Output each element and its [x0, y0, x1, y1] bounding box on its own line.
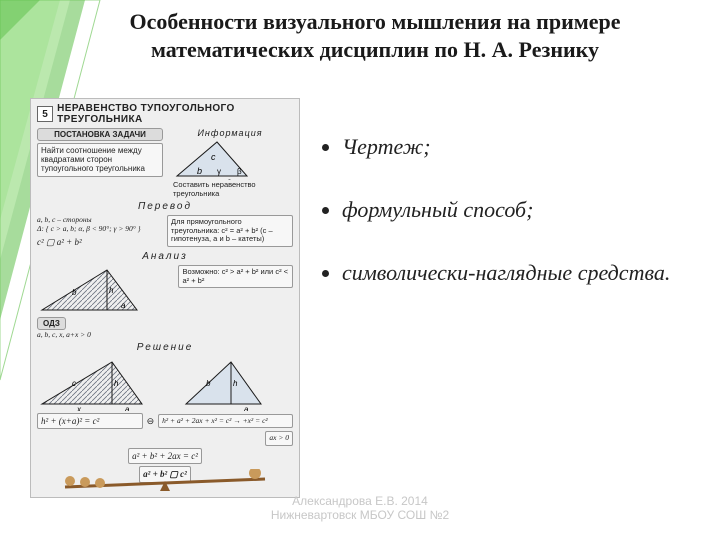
section-solve: Решение: [37, 342, 293, 353]
possible-box: Возможно: c² > a² + b² или c² < a² + b²: [178, 265, 293, 288]
footer-line2: Нижневартовск МБОУ СОШ №2: [0, 508, 720, 522]
given-title: a, b, c – стороны: [37, 215, 163, 224]
bullet-3: символически-наглядные средства.: [342, 256, 700, 289]
svg-text:a: a: [244, 405, 249, 411]
page-title: Особенности визуального мышления на прим…: [60, 8, 690, 63]
bullet-list: Чертеж; формульный способ; символически-…: [320, 130, 700, 319]
section-analyze: Анализ: [37, 251, 293, 262]
bullet-1: Чертеж;: [342, 130, 700, 163]
eq2: h² + a² + 2ax + x² = c² → +x² = c²: [158, 414, 293, 429]
bullet-2: формульный способ;: [342, 193, 700, 226]
eq1: h² + (x+a)² = c²: [37, 413, 143, 429]
svg-text:b: b: [197, 166, 202, 176]
card-header: НЕРАВЕНСТВО ТУПОУГОЛЬНОГО ТРЕУГОЛЬНИКА: [57, 103, 293, 125]
svg-text:h: h: [233, 379, 238, 388]
svg-text:γ: γ: [217, 167, 221, 176]
svg-text:b: b: [206, 379, 211, 388]
svg-text:a: a: [125, 405, 130, 411]
givens: Δ: { c > a, b; α, β < 90°; γ > 90° }: [37, 224, 163, 233]
section-translate: Перевод: [37, 201, 293, 212]
info-label: Информация: [167, 128, 293, 138]
info-text: Составить неравенство треугольника: [173, 180, 293, 198]
seesaw-icon: [35, 469, 290, 495]
right-tri-box: Для прямоугольного треугольника: c² = a²…: [167, 215, 293, 247]
svg-text:c: c: [211, 152, 216, 162]
eq3: a² + b² + 2ax = c²: [128, 448, 202, 464]
ax-pos: ax > 0: [265, 431, 293, 446]
svg-text:b: b: [72, 288, 77, 297]
svg-text:a: a: [121, 301, 126, 310]
svg-text:c: c: [72, 379, 76, 388]
svg-text:h: h: [114, 379, 119, 388]
svg-text:β: β: [237, 167, 242, 176]
triangle-info-icon: c b a γ β: [167, 138, 257, 180]
footer-line1: Александрова Е.В. 2014: [0, 494, 720, 508]
minus-icon: ⊖: [147, 416, 155, 427]
task-label: ПОСТАНОВКА ЗАДАЧИ: [37, 128, 163, 141]
odz-label: ОДЗ: [37, 317, 66, 330]
svg-text:h: h: [109, 286, 114, 295]
svg-text:x: x: [76, 405, 82, 411]
footer: Александрова Е.В. 2014 Нижневартовск МБО…: [0, 494, 720, 522]
triangle-solve1-icon: c h x a: [37, 356, 152, 411]
odz-text: a, b, c, x, a+x > 0: [37, 330, 174, 339]
task-text: Найти соотношение между квадратами сторо…: [37, 143, 163, 177]
card-number: 5: [37, 106, 53, 122]
triangle-solve2-icon: b h a: [156, 356, 271, 411]
triangle-analyze-icon: h b a: [37, 265, 147, 315]
math-card: 5 НЕРАВЕНСТВО ТУПОУГОЛЬНОГО ТРЕУГОЛЬНИКА…: [30, 98, 300, 498]
relation-q: c² ▢ a² + b²: [37, 237, 163, 248]
